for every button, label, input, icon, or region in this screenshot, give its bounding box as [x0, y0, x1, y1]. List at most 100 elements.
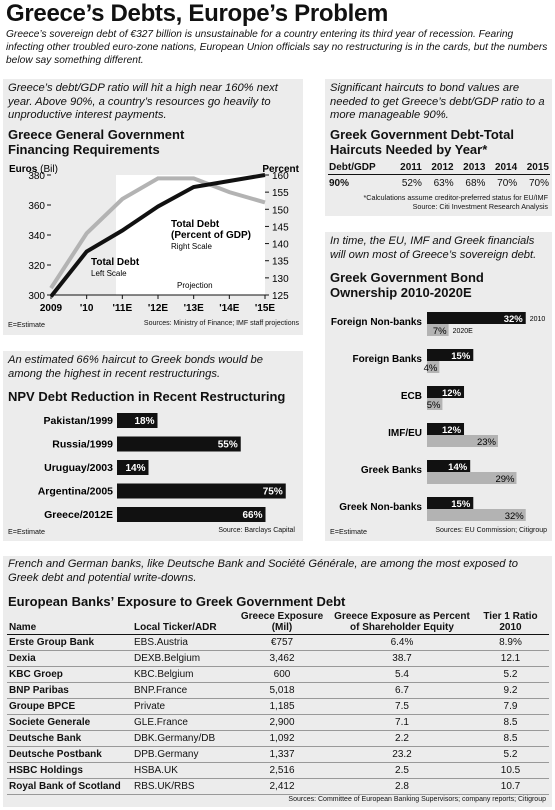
left-tick-label: 320: [28, 261, 45, 272]
legend-2020e: 2020E: [453, 328, 474, 335]
bank-name: Royal Bank of Scotland: [9, 781, 121, 792]
haircut-cell: 68%: [465, 178, 486, 189]
x-tick-label: '15E: [255, 303, 276, 314]
banks-table: Name Local Ticker/ADR Greece Exposure (M…: [7, 610, 549, 795]
bank-name: Erste Group Bank: [9, 637, 95, 648]
ownership-category-label: Foreign Non-banks: [331, 317, 423, 328]
bank-exposure: 2,412: [269, 781, 295, 792]
ownership-bar-2020e: [427, 361, 440, 373]
npv-intro: An estimated 66% haircut to Greek bonds …: [8, 354, 263, 380]
financing-source: Sources: Ministry of Finance; IMF staff …: [143, 320, 299, 327]
total-debt-label: Total Debt: [91, 257, 140, 268]
bank-name: Groupe BPCE: [9, 701, 76, 712]
ownership-bar-2020e: [427, 324, 449, 336]
left-axis-label: Euros (Bil): [9, 164, 58, 175]
banks-panel: French and German banks, like Deutsche B…: [3, 556, 552, 807]
total-debt-scale: Left Scale: [91, 269, 127, 278]
bank-exposure: 2,516: [269, 765, 295, 776]
right-tick-label: 125: [272, 291, 289, 302]
banks-header-name: Name: [9, 622, 37, 633]
npv-bar: [117, 413, 158, 428]
ownership-value-2020e: 7%: [433, 326, 447, 337]
haircut-intro: Significant haircuts to bond values are …: [330, 82, 545, 121]
ownership-source: Sources: EU Commission; Citigroup: [435, 527, 547, 534]
bank-ticker: RBS.UK/RBS: [134, 781, 195, 792]
ownership-bar-2020e: [427, 509, 526, 521]
ownership-value-2020e: 4%: [424, 363, 438, 374]
bank-equity-pct: 23.2: [392, 749, 412, 760]
bank-equity-pct: 6.4%: [390, 637, 414, 648]
ownership-panel: In time, the EU, IMF and Greek financial…: [325, 232, 552, 541]
pct-gdp-scale: Right Scale: [171, 242, 212, 251]
right-tick-label: 130: [272, 274, 289, 285]
left-tick-label: 360: [28, 201, 45, 212]
bank-row: BNP Paribas BNP.France 5,018 6.7 9.2: [7, 683, 549, 699]
financing-intro: Greece’s debt/GDP ratio will hit a high …: [8, 82, 278, 121]
haircut-header-cell: 2011: [400, 162, 422, 173]
ownership-value-2010: 15%: [451, 351, 471, 362]
haircut-source: Source: Citi Investment Research Analysi…: [412, 202, 548, 211]
total-debt-line: [49, 173, 266, 298]
pct-gdp-label-text2: (Percent of GDP): [171, 230, 251, 241]
bank-tier1: 8.9%: [499, 637, 522, 648]
right-tick-label: 135: [272, 257, 289, 268]
ownership-value-2020e: 23%: [477, 437, 497, 448]
subheadline: Greece’s sovereign debt of €327 billion …: [6, 29, 548, 66]
haircut-header-row: Debt/GDP 2011 2012 2013 2014 2015: [328, 161, 550, 175]
ownership-category-label: Greek Banks: [361, 465, 423, 476]
bank-equity-pct: 2.8: [395, 781, 409, 792]
npv-bar: [117, 483, 286, 499]
ownership-bar-2010: [427, 386, 465, 398]
npv-bar-chart: Pakistan/1999 18% Russia/1999 55% Uruguay/20…: [38, 413, 286, 522]
bank-exposure: €757: [270, 637, 294, 648]
financing-estimate-note: E=Estimate: [8, 320, 45, 329]
bank-name: KBC Groep: [9, 669, 63, 680]
npv-panel: An estimated 66% haircut to Greek bonds …: [3, 351, 303, 541]
npv-category-label: Pakistan/1999: [44, 415, 114, 427]
haircut-note: *Calculations assume creditor-preferred …: [363, 193, 548, 202]
ownership-category-label: Foreign Banks: [353, 354, 423, 365]
financing-title: Greece General Government Financing Requ…: [8, 127, 185, 157]
right-tick-label: 155: [272, 188, 289, 199]
left-tick-label: 300: [28, 291, 45, 302]
bank-exposure: 5,018: [269, 685, 295, 696]
bank-tier1: 5.2: [503, 749, 518, 760]
x-tick-label: '14E: [219, 303, 240, 314]
financing-panel: Greece’s debt/GDP ratio will hit a high …: [3, 79, 303, 335]
ownership-value-2020e: 32%: [505, 511, 525, 522]
bank-equity-pct: 7.5: [395, 701, 409, 712]
npv-category-label: Argentina/2005: [38, 486, 113, 498]
bank-row: KBC Groep KBC.Belgium 600 5.4 5.2: [7, 667, 549, 683]
bank-row: Societe Generale GLE.France 2,900 7.1 8.5: [7, 715, 549, 731]
bank-exposure: 2,900: [269, 717, 295, 728]
bank-equity-pct: 38.7: [392, 653, 412, 664]
ownership-intro: In time, the EU, IMF and Greek financial…: [330, 235, 537, 261]
haircut-header-cell: 2012: [431, 162, 454, 173]
ownership-value-2010: 15%: [451, 499, 471, 510]
ownership-bar-2010: [427, 460, 471, 472]
ownership-value-2010: 12%: [442, 388, 462, 399]
ownership-estimate-note: E=Estimate: [330, 527, 367, 536]
bank-ticker: KBC.Belgium: [134, 669, 194, 680]
bank-tier1: 12.1: [500, 653, 521, 664]
bank-ticker: EBS.Austria: [134, 637, 188, 648]
bank-equity-pct: 7.1: [395, 717, 409, 728]
npv-category-label: Greece/2012E: [44, 509, 113, 521]
haircut-row: 90% 52% 63% 68% 70% 70%: [328, 175, 550, 193]
haircut-header-cell: Debt/GDP: [329, 162, 376, 173]
ownership-category-label: ECB: [401, 391, 422, 402]
bank-row: Dexia DEXB.Belgium 3,462 38.7 12.1: [7, 651, 549, 667]
bank-exposure: 1,185: [269, 701, 295, 712]
npv-bar: [117, 436, 241, 452]
bank-exposure: 3,462: [269, 653, 295, 664]
banks-header-row: Name Local Ticker/ADR Greece Exposure (M…: [7, 610, 549, 635]
npv-value-label: 18%: [134, 416, 154, 427]
ownership-value-2010: 14%: [448, 462, 468, 473]
bank-tier1: 7.9: [503, 701, 518, 712]
bank-row: Deutsche Postbank DPB.Germany 1,337 23.2 5.2: [7, 747, 549, 763]
banks-header-ticker: Local Ticker/ADR: [134, 622, 217, 633]
ownership-category-label: Greek Non-banks: [339, 502, 422, 513]
ownership-bar-2010: [427, 312, 526, 324]
banks-header-pct: Greece Exposure as Percent of Shareholde…: [334, 611, 470, 633]
legend-2010: 2010: [530, 316, 546, 323]
